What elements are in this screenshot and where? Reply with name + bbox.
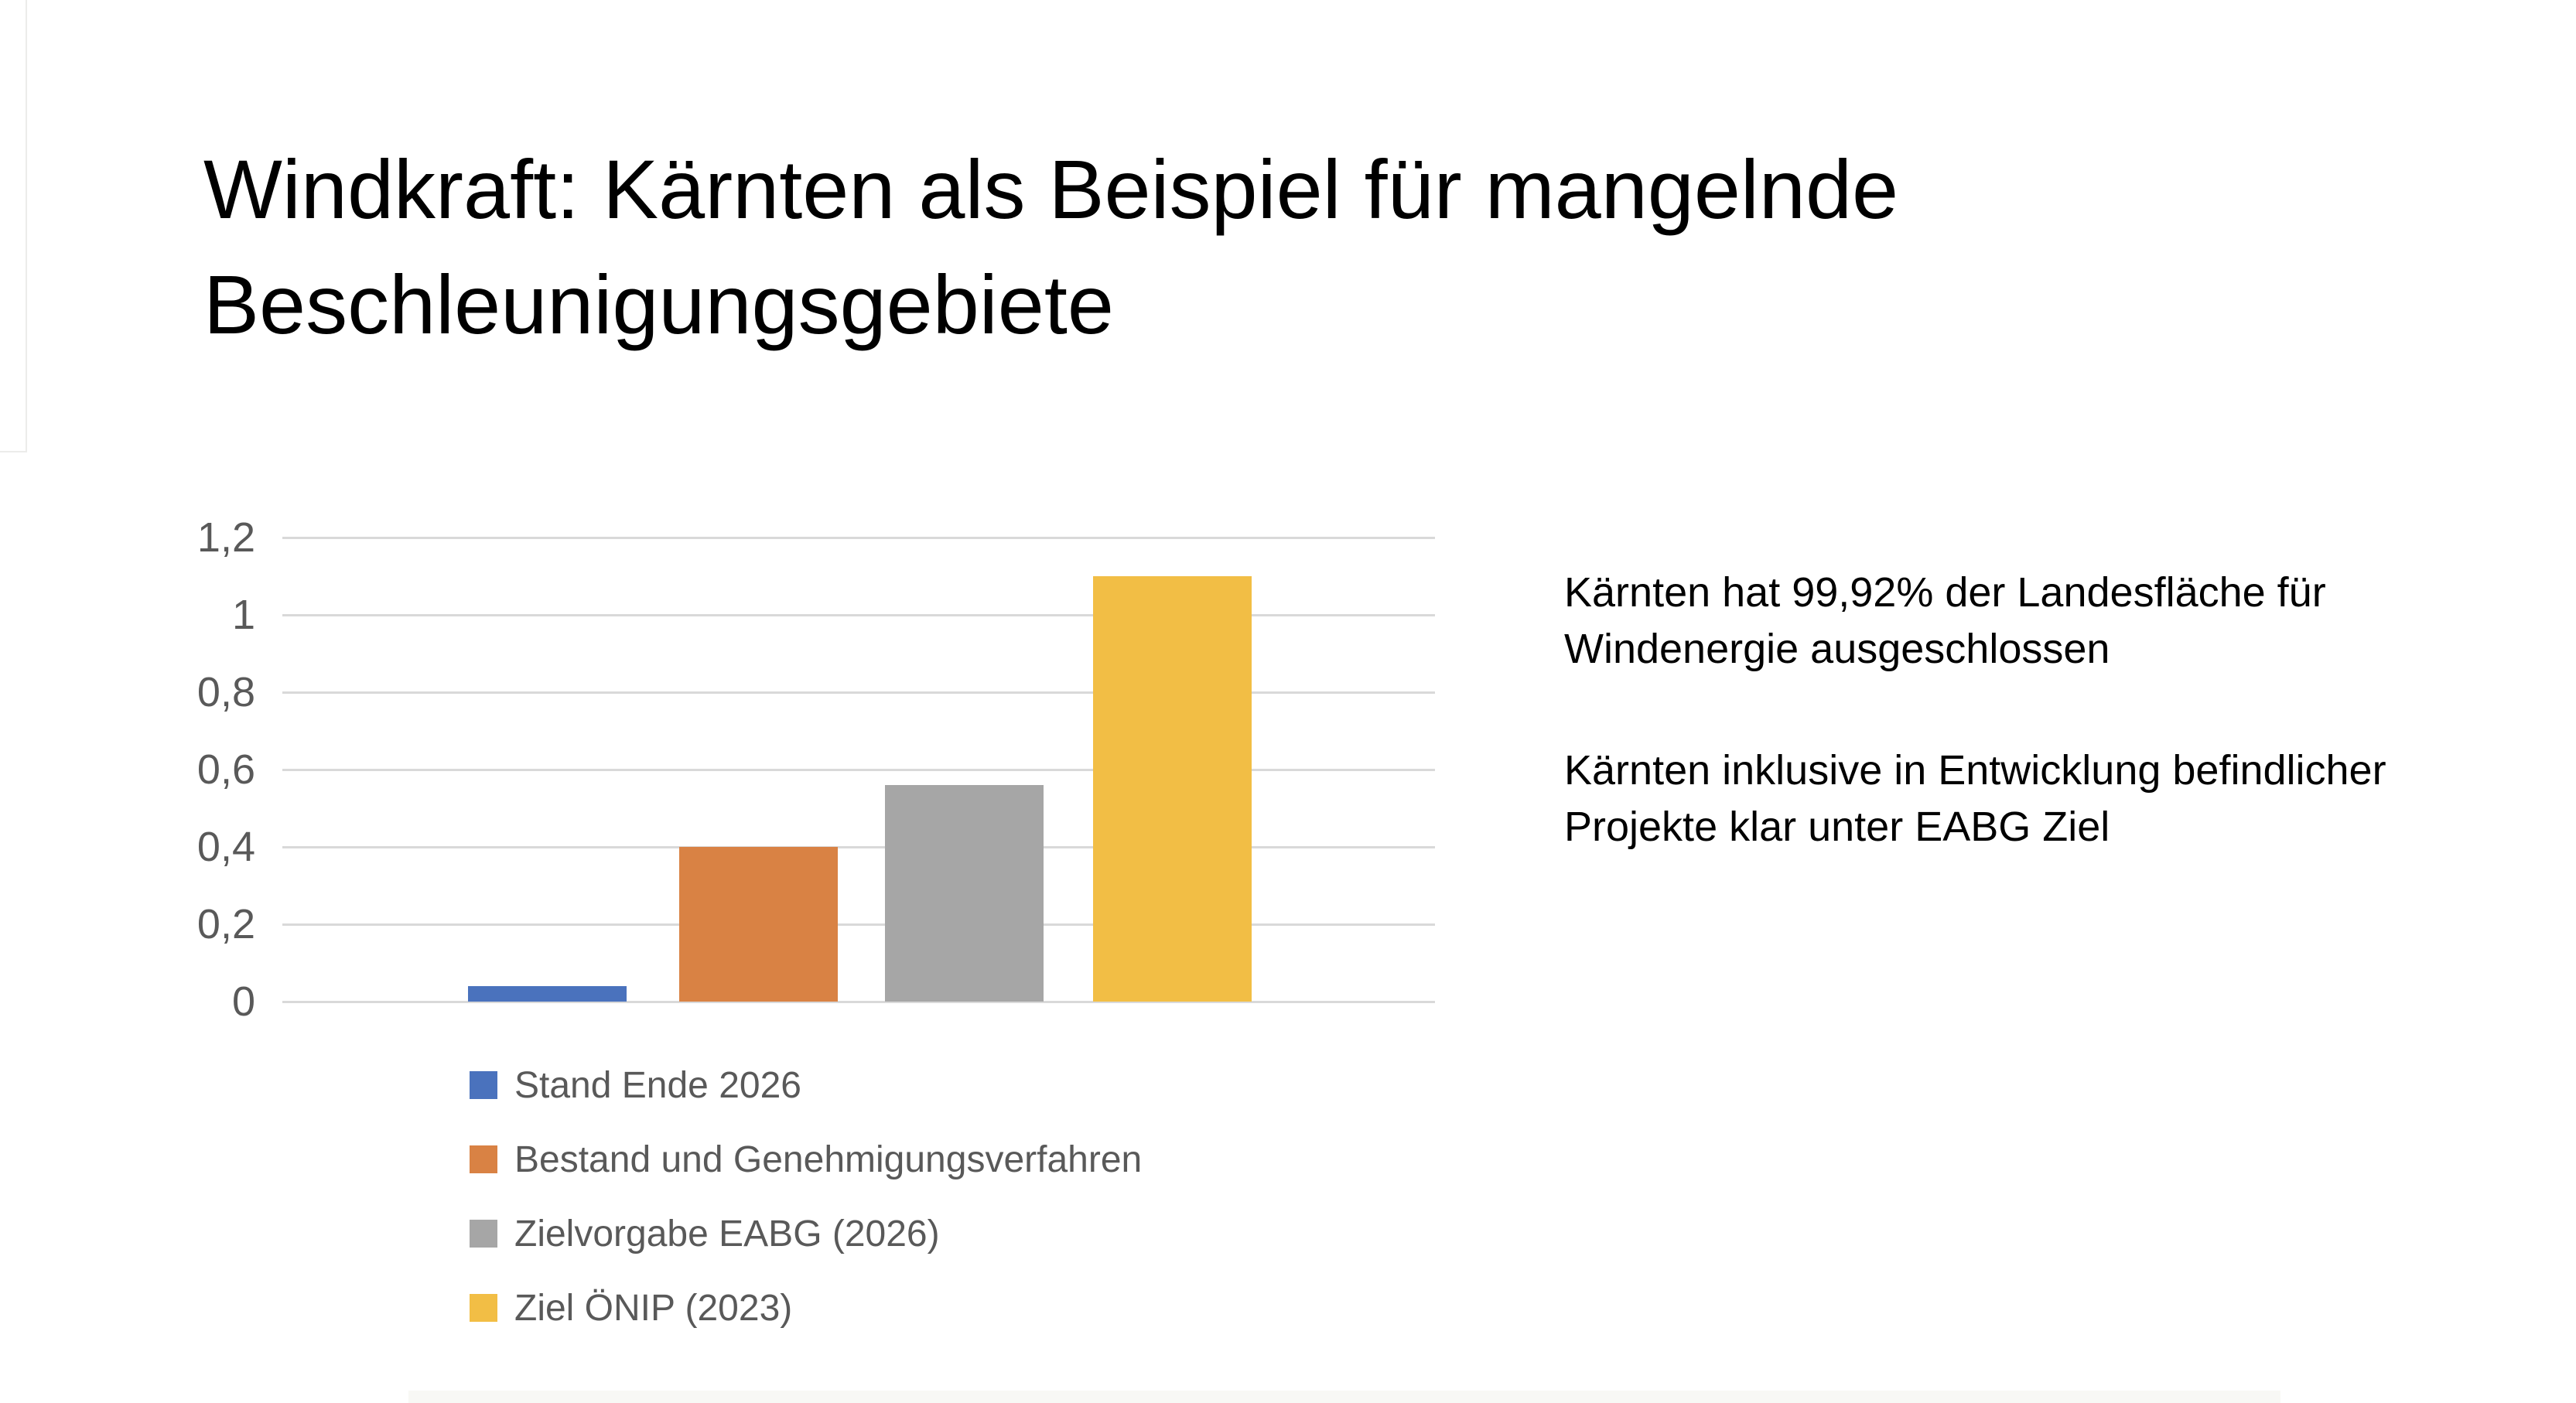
slide-edge-horizontal xyxy=(0,451,27,452)
legend-swatch-icon xyxy=(470,1071,497,1099)
slide-title: Windkraft: Kärnten als Beispiel für mang… xyxy=(203,142,1899,352)
legend-item: Bestand und Genehmigungsverfahren xyxy=(470,1136,1142,1183)
y-tick-label: 0,4 xyxy=(196,824,255,870)
slide-edge-vertical xyxy=(26,0,27,451)
bar-2 xyxy=(678,847,838,1002)
gridline xyxy=(282,537,1435,539)
y-tick-label: 0,2 xyxy=(196,901,255,947)
annotation-paragraph-1: Kärnten hat 99,92% der Landesfläche für … xyxy=(1564,569,2326,672)
y-axis-tick-labels: 0 0,2 0,4 0,6 0,8 1 1,2 xyxy=(77,514,255,1025)
y-tick-label: 1 xyxy=(231,592,255,638)
y-tick-label: 0,6 xyxy=(196,746,255,793)
legend-label: Stand Ende 2026 xyxy=(514,1064,801,1106)
legend-label: Zielvorgabe EABG (2026) xyxy=(514,1213,940,1255)
legend-swatch-icon xyxy=(470,1220,497,1248)
gridline xyxy=(282,846,1435,848)
chart-legend: Stand Ende 2026 Bestand und Genehmigungsv… xyxy=(470,1062,1142,1359)
annotation-paragraph-2: Kärnten inklusive in Entwicklung befindl… xyxy=(1564,746,2386,850)
bar-4 xyxy=(1092,576,1252,1002)
bar-3 xyxy=(884,785,1044,1002)
gridline xyxy=(282,614,1435,616)
bar-1 xyxy=(467,986,627,1002)
gridline xyxy=(282,769,1435,771)
legend-item: Zielvorgabe EABG (2026) xyxy=(470,1210,1142,1257)
gridline xyxy=(282,923,1435,926)
gridline xyxy=(282,691,1435,694)
gridline xyxy=(282,1001,1435,1003)
legend-swatch-icon xyxy=(470,1294,497,1322)
legend-label: Ziel ÖNIP (2023) xyxy=(514,1287,793,1329)
y-tick-label: 0,8 xyxy=(196,669,255,715)
y-tick-label: 1,2 xyxy=(196,514,255,561)
y-tick-label: 0 xyxy=(231,978,255,1025)
legend-item: Stand Ende 2026 xyxy=(470,1062,1142,1108)
legend-label: Bestand und Genehmigungsverfahren xyxy=(514,1138,1143,1180)
annotation-block: Kärnten hat 99,92% der Landesfläche für … xyxy=(1564,565,2469,855)
legend-item: Ziel ÖNIP (2023) xyxy=(470,1285,1142,1331)
legend-swatch-icon xyxy=(470,1145,497,1173)
cutoff-content-edge xyxy=(408,1391,2280,1403)
chart-plot-area xyxy=(282,537,1435,1003)
